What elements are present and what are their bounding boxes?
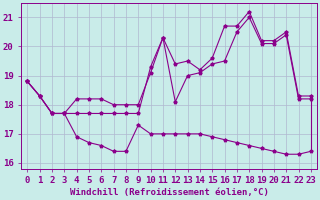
X-axis label: Windchill (Refroidissement éolien,°C): Windchill (Refroidissement éolien,°C)	[70, 188, 268, 197]
